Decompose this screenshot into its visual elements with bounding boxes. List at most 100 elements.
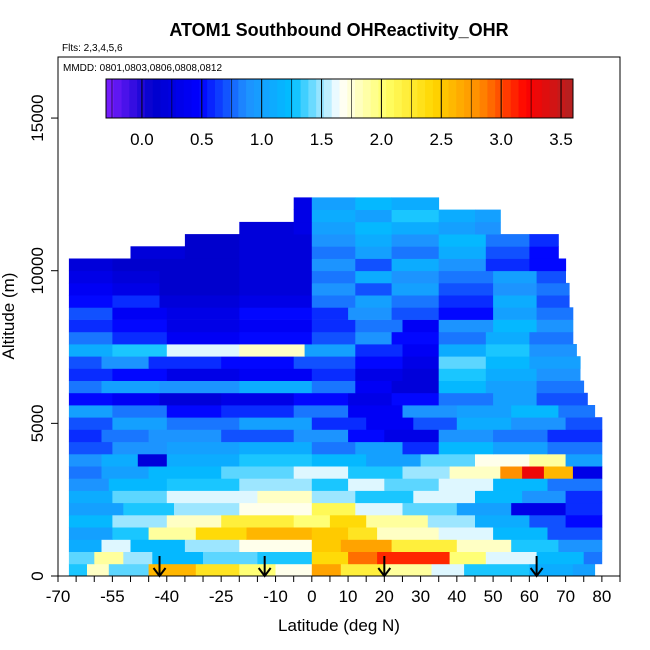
heatmap-cell: [583, 551, 603, 565]
heatmap-cell: [511, 539, 559, 552]
heatmap-cell: [239, 246, 313, 259]
colorbar-tick-label: 1.0: [250, 130, 274, 149]
heatmap-cell: [348, 527, 378, 540]
heatmap-cell: [413, 417, 458, 430]
colorbar-tick-label: 0.5: [190, 130, 214, 149]
heatmap-cell: [485, 368, 537, 381]
heatmap-cell: [68, 344, 113, 357]
y-tick-label: 15000: [28, 94, 47, 141]
heatmap-cell: [547, 478, 603, 491]
colorbar: [105, 78, 574, 119]
colorbar-swatch: [300, 79, 309, 118]
heatmap-cell: [438, 429, 494, 443]
x-tick-label: -55: [100, 587, 125, 606]
heatmap-cell: [159, 380, 240, 394]
colorbar-swatch: [207, 79, 216, 118]
heatmap-cell: [485, 246, 530, 259]
heatmap-cell: [402, 405, 458, 418]
heatmap-cell: [529, 514, 567, 528]
heatmap-cell: [438, 258, 487, 272]
heatmap-cell: [152, 551, 204, 565]
heatmap-cell: [108, 478, 168, 491]
heatmap-cell: [166, 331, 240, 345]
heatmap-cell: [68, 527, 113, 540]
heatmap-cell: [123, 502, 175, 516]
heatmap-cell: [511, 405, 559, 418]
heatmap-cell: [101, 380, 160, 394]
colorbar-swatch: [355, 79, 364, 118]
colorbar-swatch: [502, 79, 512, 118]
heatmap-cell: [558, 405, 596, 418]
y-tick-label: 5000: [28, 404, 47, 442]
heatmap-cell: [195, 563, 240, 577]
heatmap-cell: [366, 453, 421, 467]
heatmap-cell: [355, 441, 403, 455]
y-axis: 0 5000 10000 15000: [28, 94, 59, 581]
heatmap-cell: [123, 551, 153, 565]
heatmap-cell: [148, 429, 222, 443]
colorbar-swatch: [432, 79, 442, 118]
colorbar-swatch: [277, 79, 286, 118]
heatmap-cell: [348, 392, 392, 406]
heatmap-cell: [485, 331, 530, 345]
heatmap-cell: [391, 209, 440, 223]
heatmap-cell: [68, 551, 95, 565]
heatmap-cell: [68, 307, 113, 320]
heatmap-cell: [137, 453, 168, 467]
heatmap-cell: [536, 392, 588, 406]
heatmap-cell: [391, 258, 440, 272]
heatmap-cell: [159, 392, 222, 406]
heatmap-cell: [572, 563, 596, 577]
heatmap-cell: [166, 368, 240, 381]
heatmap-cell: [239, 380, 313, 394]
heatmap-cell: [112, 490, 168, 504]
heatmap-cell: [311, 441, 356, 455]
heatmap-cell: [68, 417, 113, 430]
colorbar-swatch: [238, 79, 247, 118]
heatmap-cell: [184, 539, 240, 552]
heatmap-cell: [311, 490, 356, 504]
colorbar-swatch: [316, 79, 325, 118]
heatmap-cell: [529, 246, 559, 259]
heatmap-cell: [68, 466, 102, 479]
heatmap-cell: [239, 344, 305, 357]
heatmap-cell: [221, 514, 295, 528]
heatmap-cell: [112, 368, 168, 381]
colorbar-swatch: [401, 79, 411, 118]
heatmap-cell: [355, 209, 392, 223]
heatmap-cell: [68, 392, 113, 406]
heatmap-cell: [366, 417, 414, 430]
colorbar-swatch: [549, 79, 558, 118]
heatmap-cell: [166, 441, 240, 455]
heatmap-cell: [293, 514, 331, 528]
colorbar-swatch: [471, 79, 481, 118]
heatmap-cell: [68, 563, 88, 577]
heatmap-cell: [101, 429, 149, 443]
heatmap-cell: [456, 539, 512, 552]
heatmap-cell: [130, 539, 186, 552]
heatmap-cell: [68, 380, 102, 394]
y-axis-label: Altitude (m): [0, 273, 18, 360]
heatmap-cell: [475, 453, 530, 467]
heatmap-cell: [239, 270, 313, 284]
heatmap-cell: [311, 478, 349, 491]
x-tick-label: 40: [447, 587, 466, 606]
x-tick-label: 30: [411, 587, 430, 606]
heatmap-cell: [166, 478, 240, 491]
colorbar-swatch: [534, 79, 543, 118]
heatmap-cell: [402, 466, 450, 479]
heatmap-cell: [536, 270, 566, 284]
heatmap-cell: [348, 405, 403, 418]
heatmap-cell: [348, 429, 385, 443]
colorbar-ticks: 0.0 0.5 1.0 1.5 2.0 2.5 3.0 3.5: [111, 79, 573, 149]
heatmap-cell: [166, 307, 240, 320]
heatmap-cell: [348, 307, 392, 320]
heatmap-cell: [438, 441, 494, 455]
heatmap-cell: [500, 466, 523, 479]
heatmap-cell: [239, 539, 313, 552]
heatmap-cell: [391, 380, 440, 394]
heatmap-cell: [174, 502, 240, 516]
colorbar-swatch: [456, 79, 465, 118]
heatmap-cell: [493, 441, 548, 455]
